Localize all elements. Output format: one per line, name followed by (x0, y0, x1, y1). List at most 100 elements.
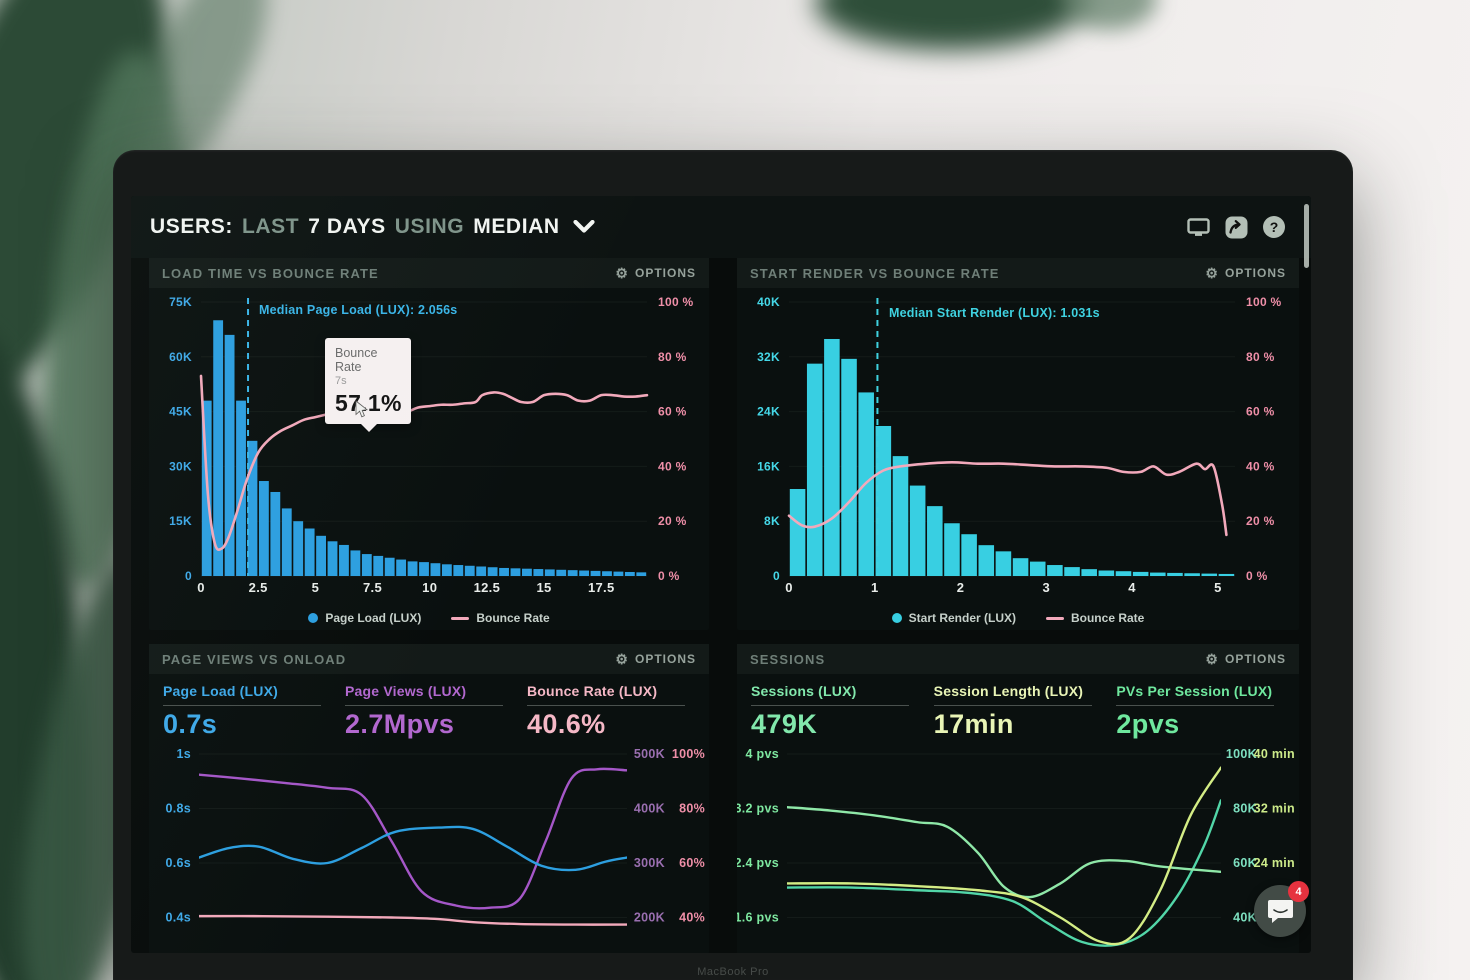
users-filter-dropdown[interactable]: USERS: LAST 7 DAYS USING MEDIAN (150, 215, 595, 239)
svg-text:15K: 15K (169, 514, 192, 528)
svg-text:80K: 80K (1233, 802, 1257, 816)
plant-leaf (815, 0, 1085, 50)
svg-text:24 min: 24 min (1254, 856, 1295, 870)
options-button[interactable]: ⚙ OPTIONS (615, 651, 696, 667)
legend-bounce-rate[interactable]: Bounce Rate (451, 611, 550, 625)
panel-page-views-vs-onload: PAGE VIEWS VS ONLOAD ⚙ OPTIONS Page Load… (149, 644, 709, 953)
svg-text:1: 1 (871, 580, 879, 595)
options-button[interactable]: ⚙ OPTIONS (1205, 651, 1286, 667)
svg-text:0 %: 0 % (658, 569, 680, 583)
svg-text:45K: 45K (169, 405, 192, 419)
svg-text:80%: 80% (679, 802, 705, 816)
metric-page-views: Page Views (LUX) 2.7Mpvs (345, 683, 527, 740)
options-button[interactable]: ⚙ OPTIONS (1205, 265, 1286, 281)
svg-text:60 %: 60 % (658, 405, 687, 419)
svg-text:0: 0 (185, 569, 192, 583)
svg-text:20 %: 20 % (658, 514, 687, 528)
median-page-load-annotation: Median Page Load (LUX): 2.056s (259, 303, 458, 317)
legend-bounce-rate[interactable]: Bounce Rate (1045, 611, 1144, 625)
panel-title: SESSIONS (750, 651, 826, 667)
svg-text:32K: 32K (757, 350, 780, 364)
legend-start-render[interactable]: Start Render (LUX) (891, 611, 1016, 625)
chevron-down-icon[interactable] (573, 220, 595, 234)
title-using: USING (394, 215, 465, 238)
svg-text:40 %: 40 % (658, 459, 687, 473)
laptop-brand-label: MacBook Pro (697, 966, 769, 978)
svg-text:0.6s: 0.6s (165, 856, 191, 870)
svg-text:0.8s: 0.8s (165, 802, 191, 816)
svg-text:80 %: 80 % (1246, 350, 1275, 364)
svg-text:60K: 60K (1233, 856, 1257, 870)
svg-text:15: 15 (537, 580, 552, 595)
svg-text:2.4 pvs: 2.4 pvs (737, 856, 779, 870)
tooltip-series: Bounce Rate (335, 346, 378, 374)
svg-text:2.5: 2.5 (249, 580, 268, 595)
metrics-row: Page Load (LUX) 0.7s Page Views (LUX) 2.… (149, 674, 709, 742)
gear-icon: ⚙ (615, 651, 629, 667)
svg-text:100 %: 100 % (1246, 295, 1282, 309)
legend-dot (891, 613, 902, 623)
chat-widget-button[interactable]: 4 (1254, 881, 1309, 937)
chat-bubble-icon (1267, 899, 1293, 923)
svg-text:32 min: 32 min (1254, 802, 1295, 816)
metric-underline (933, 705, 1092, 706)
svg-text:40 min: 40 min (1254, 747, 1295, 761)
svg-text:7.5: 7.5 (363, 580, 382, 595)
metric-bounce-rate: Bounce Rate (LUX) 40.6% (527, 683, 709, 740)
metric-underline (751, 705, 909, 706)
panel-sessions: SESSIONS ⚙ OPTIONS Sessions (LUX) 479K (735, 644, 1299, 953)
panel-title: PAGE VIEWS VS ONLOAD (162, 651, 347, 667)
svg-text:3.2 pvs: 3.2 pvs (737, 802, 779, 816)
metric-underline (163, 705, 321, 706)
metric-underline (345, 705, 503, 706)
metric-underline (1116, 705, 1275, 706)
share-icon[interactable] (1225, 216, 1248, 239)
metric-session-length: Session Length (LUX) 17min (933, 683, 1117, 740)
svg-text:400K: 400K (634, 802, 665, 816)
tooltip-bucket: 7s (335, 375, 347, 387)
svg-text:8K: 8K (764, 514, 780, 528)
svg-text:5: 5 (1214, 580, 1222, 595)
svg-text:5: 5 (312, 580, 320, 595)
svg-text:30K: 30K (169, 459, 192, 473)
metric-underline (527, 705, 685, 706)
metric-page-load: Page Load (LUX) 0.7s (163, 683, 345, 740)
chart-legend: Start Render (LUX) Bounce Rate (737, 605, 1299, 631)
chat-unread-badge: 4 (1288, 881, 1309, 902)
svg-text:3: 3 (1043, 580, 1051, 595)
page-views-onload-chart[interactable]: 1s 500K 100% 0.8s 400K 80% 0.6s 300K 60% 0.4s 200K… (149, 742, 709, 953)
svg-text:40 %: 40 % (1246, 459, 1275, 473)
svg-text:12.5: 12.5 (474, 580, 501, 595)
metric-pvs-per-session: PVs Per Session (LUX) 2pvs (1116, 683, 1299, 740)
svg-text:100%: 100% (672, 747, 705, 761)
title-median: MEDIAN (473, 215, 560, 238)
title-last: LAST (241, 215, 300, 238)
svg-text:60K: 60K (169, 350, 192, 364)
display-settings-icon[interactable] (1187, 217, 1210, 237)
svg-text:16K: 16K (757, 459, 780, 473)
svg-text:1s: 1s (176, 747, 191, 761)
svg-text:0: 0 (197, 580, 205, 595)
svg-text:0: 0 (785, 580, 793, 595)
options-button[interactable]: ⚙ OPTIONS (615, 265, 696, 281)
svg-text:100K: 100K (1226, 747, 1257, 761)
svg-text:2: 2 (957, 580, 965, 595)
tooltip-value: 57.1% (335, 390, 402, 416)
start-render-chart[interactable]: 0 8K 16K 24K 32K 40K 0 % 20 % 40 % 60 % 80 % 100 % 0… (737, 288, 1299, 600)
laptop: USERS: LAST 7 DAYS USING MEDIAN (113, 150, 1353, 980)
help-icon[interactable]: ? (1263, 216, 1285, 238)
svg-text:60 %: 60 % (1246, 405, 1275, 419)
load-time-chart[interactable]: 0 15K 30K 45K 60K 75K 0 % 20 % 40 % 60 % 80 % 100 %… (149, 288, 709, 600)
legend-line (451, 616, 470, 620)
legend-page-load[interactable]: Page Load (LUX) (308, 611, 421, 625)
panel-title: START RENDER VS BOUNCE RATE (750, 265, 1000, 281)
gear-icon: ⚙ (615, 265, 629, 281)
svg-text:17.5: 17.5 (588, 580, 615, 595)
svg-text:0: 0 (773, 569, 780, 583)
svg-text:20 %: 20 % (1246, 514, 1275, 528)
scrollbar-thumb[interactable] (1304, 204, 1309, 268)
panel-title: LOAD TIME VS BOUNCE RATE (162, 265, 379, 281)
svg-text:60%: 60% (679, 856, 705, 870)
